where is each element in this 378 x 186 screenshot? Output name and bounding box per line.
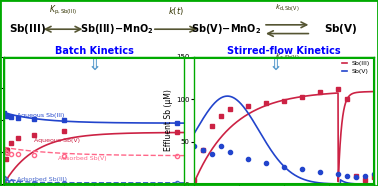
Text: ⇓: ⇓ — [269, 56, 283, 74]
Text: $\mathbf{Sb(V)}$: $\mathbf{Sb(V)}$ — [324, 22, 358, 36]
Text: Aqueous Sb(V): Aqueous Sb(V) — [34, 138, 80, 143]
Text: $k(t)$: $k(t)$ — [168, 5, 184, 17]
Legend: Sb(III), Sb(V): Sb(III), Sb(V) — [340, 60, 371, 75]
Text: $\mathbf{Sb(III)\!-\!MnO_2}$: $\mathbf{Sb(III)\!-\!MnO_2}$ — [80, 22, 153, 36]
Text: $k_{\mathrm{d,Sb(V)}}$: $k_{\mathrm{d,Sb(V)}}$ — [275, 2, 299, 13]
Title: Stirred-flow Kinetics: Stirred-flow Kinetics — [227, 46, 341, 56]
Text: Adsorbed Sb(III): Adsorbed Sb(III) — [17, 177, 67, 182]
Text: Aqueous Sb(III): Aqueous Sb(III) — [17, 113, 64, 118]
Text: $K_{\mathrm{p,Sb(III)}}$: $K_{\mathrm{p,Sb(III)}}$ — [49, 4, 77, 17]
Text: $\mathbf{Sb(III)}$: $\mathbf{Sb(III)}$ — [9, 22, 46, 36]
Text: $k_{\mathrm{a,Sb(V)}}$: $k_{\mathrm{a,Sb(V)}}$ — [275, 51, 299, 62]
Text: ⇓: ⇓ — [88, 56, 101, 74]
Title: Batch Kinetics: Batch Kinetics — [55, 46, 133, 56]
Y-axis label: Effluent Sb (μM): Effluent Sb (μM) — [164, 89, 173, 151]
Text: $\mathbf{Sb(V)\!-\!MnO_2}$: $\mathbf{Sb(V)\!-\!MnO_2}$ — [191, 22, 261, 36]
Text: Adsorbed Sb(V): Adsorbed Sb(V) — [58, 156, 107, 161]
